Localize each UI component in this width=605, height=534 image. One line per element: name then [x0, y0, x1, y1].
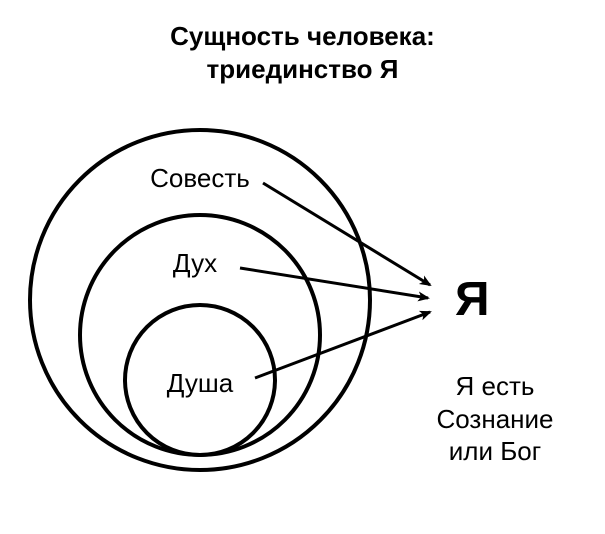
caption-line-3: или Бог: [410, 435, 580, 468]
title-line-2: триединство Я: [0, 53, 605, 86]
caption-line-2: Сознание: [410, 403, 580, 436]
labels-group: Совесть Дух Душа: [150, 163, 250, 398]
diagram-title: Сущность человека: триединство Я: [0, 20, 605, 85]
target-label: Я: [455, 273, 490, 326]
circle-label-middle: Дух: [173, 248, 217, 278]
diagram-caption: Я есть Сознание или Бог: [410, 370, 580, 468]
arrow-1: [240, 268, 428, 298]
title-line-1: Сущность человека:: [0, 20, 605, 53]
circle-label-inner: Душа: [167, 368, 234, 398]
arrow-0: [263, 183, 430, 285]
caption-line-1: Я есть: [410, 370, 580, 403]
circle-label-outer: Совесть: [150, 163, 250, 193]
arrow-2: [255, 312, 430, 378]
